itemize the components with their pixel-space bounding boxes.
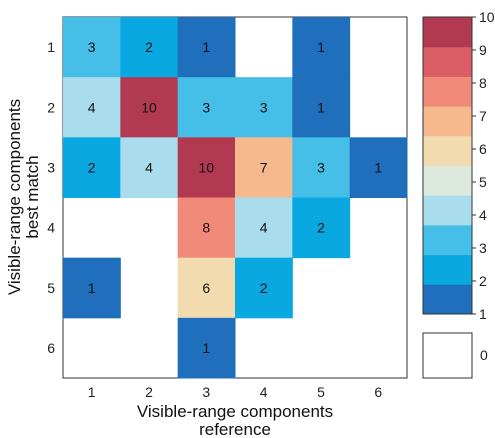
heatmap-cell — [235, 197, 293, 259]
colorbar-tick-label: 3 — [479, 240, 487, 256]
cell-value-label: 10 — [141, 99, 157, 115]
x-tick-label: 6 — [374, 384, 382, 400]
colorbar-segment — [423, 195, 472, 226]
zero-swatch — [422, 332, 473, 379]
cell-value-label: 1 — [202, 340, 210, 356]
x-tick-label: 4 — [260, 384, 268, 400]
heatmap-cell — [177, 77, 236, 138]
y-axis-title-line2: best match — [23, 155, 42, 238]
colorbar-tick-label: 9 — [479, 42, 487, 58]
heatmap-cell — [177, 17, 236, 78]
heatmap-cell — [63, 137, 121, 198]
colorbar-segment — [423, 165, 472, 196]
heatmap-cell — [177, 197, 236, 259]
x-tick-label: 1 — [88, 384, 96, 400]
cell-value-label: 10 — [199, 159, 215, 175]
colorbar-tick-label: 1 — [479, 306, 487, 322]
y-tick-label: 5 — [47, 280, 55, 296]
heatmap-cells: 3 2 1 1 4 10 3 3 1 2 4 10 7 3 1 8 4 2 1 6 2 1 — [63, 17, 408, 379]
heatmap-cell — [235, 77, 293, 138]
cell-value-label: 4 — [260, 220, 268, 236]
colorbar-segment — [423, 46, 472, 77]
y-axis-title-line1: Visible-range components — [5, 99, 24, 295]
colorbar-segment — [423, 76, 472, 107]
y-tick-label: 3 — [47, 159, 55, 175]
x-axis-ticks: 1 2 3 4 5 6 — [88, 384, 383, 400]
cell-value-label: 1 — [88, 280, 96, 296]
heatmap-cell — [63, 77, 121, 138]
cell-value-label: 2 — [260, 280, 268, 296]
x-axis-title-line2: reference — [199, 420, 271, 438]
cell-value-label: 4 — [145, 159, 153, 175]
cell-value-label: 3 — [260, 99, 268, 115]
y-tick-label: 6 — [47, 340, 55, 356]
cell-value-label: 7 — [260, 159, 268, 175]
colorbar-tick-label: 2 — [479, 273, 487, 289]
heatmap-cell — [63, 257, 121, 319]
heatmap-cell — [235, 257, 293, 319]
x-tick-label: 3 — [202, 384, 210, 400]
y-tick-label: 4 — [47, 220, 55, 236]
colorbar-frame — [422, 16, 473, 315]
cell-value-label: 2 — [317, 220, 325, 236]
cell-value-label: 1 — [317, 99, 325, 115]
colorbar: 1 2 3 4 5 6 7 8 9 10 — [423, 9, 495, 322]
heatmap-cell — [292, 197, 351, 259]
x-tick-label: 2 — [145, 384, 153, 400]
heatmap-cell — [177, 257, 236, 319]
cell-value-label: 2 — [88, 159, 96, 175]
colorbar-tick-label: 4 — [479, 207, 487, 223]
heatmap-cell — [292, 17, 351, 78]
cell-value-label: 6 — [202, 280, 210, 296]
x-tick-label: 5 — [317, 384, 325, 400]
heatmap-cell — [177, 317, 236, 379]
y-tick-label: 2 — [47, 99, 55, 115]
heatmap-cell — [349, 137, 408, 198]
heatmap-cell — [177, 137, 236, 198]
cell-value-label: 1 — [317, 39, 325, 55]
colorbar-segment — [423, 135, 472, 166]
colorbar-tick-label: 6 — [479, 141, 487, 157]
cell-value-label: 1 — [202, 39, 210, 55]
cell-value-label: 2 — [145, 39, 153, 55]
heatmap-cell — [235, 137, 293, 198]
cell-value-label: 3 — [202, 99, 210, 115]
colorbar-segment — [423, 106, 472, 137]
colorbar-tick-label: 5 — [479, 174, 487, 190]
cell-value-label: 1 — [374, 159, 382, 175]
colorbar-tick-label: 8 — [479, 75, 487, 91]
zero-label: 0 — [480, 347, 488, 363]
heatmap-cell — [120, 17, 179, 78]
x-axis-title-line1: Visible-range components — [137, 402, 333, 421]
colorbar-segment — [423, 254, 472, 285]
colorbar-segment — [423, 224, 472, 256]
colorbar-segment — [423, 284, 472, 315]
heatmap-cell — [292, 137, 351, 198]
heatmap-cell — [120, 137, 179, 198]
cell-value-label: 3 — [317, 159, 325, 175]
heatmap-cell — [63, 17, 121, 78]
colorbar-segment — [423, 17, 472, 48]
y-axis-ticks: 1 2 3 4 5 6 — [47, 39, 55, 356]
colorbar-tick-label: 7 — [479, 108, 487, 124]
cell-value-label: 8 — [202, 220, 210, 236]
colorbar-tick-label: 10 — [479, 9, 495, 25]
y-tick-label: 1 — [47, 39, 55, 55]
heatmap-cell — [120, 77, 179, 138]
cell-value-label: 4 — [88, 99, 96, 115]
cell-value-label: 3 — [88, 39, 96, 55]
heatmap-cell — [292, 77, 351, 138]
